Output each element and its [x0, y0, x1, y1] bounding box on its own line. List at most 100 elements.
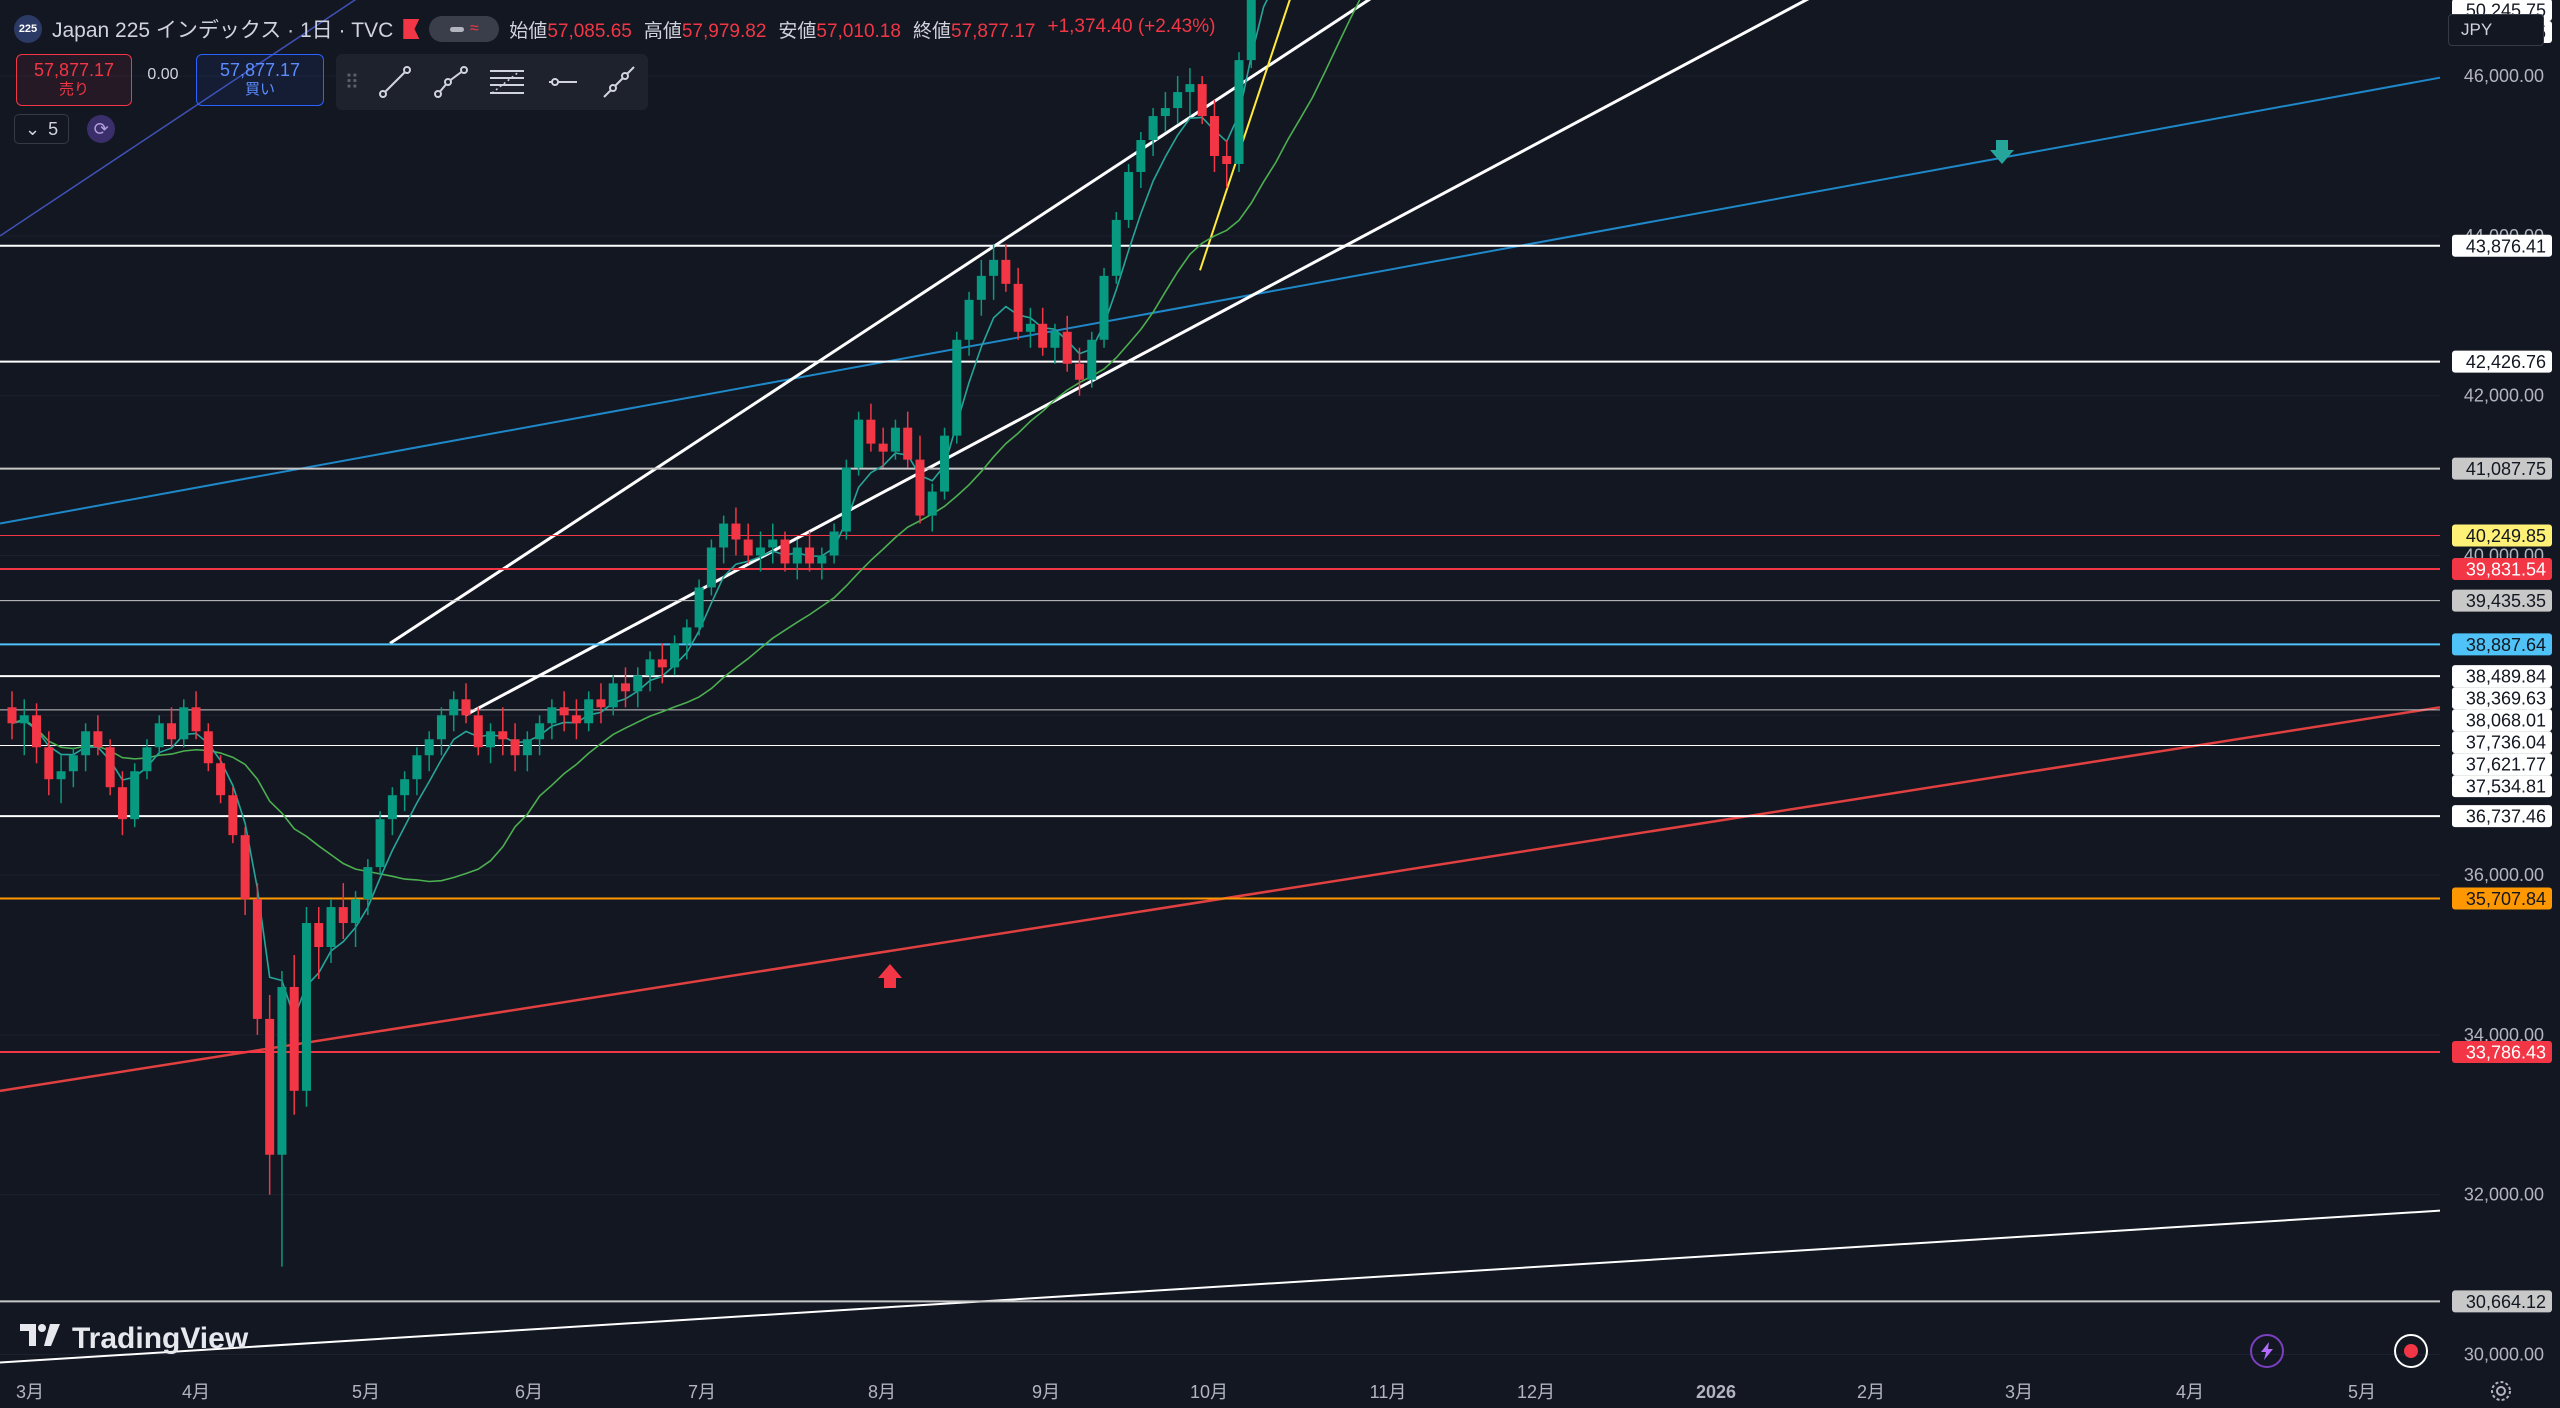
candle [547, 707, 557, 724]
market-status-pill[interactable]: ≈ [429, 16, 500, 42]
candle [854, 419, 864, 468]
price-label-box [2452, 457, 2552, 480]
price-label: 42,426.76 [2466, 352, 2546, 372]
horizontal-ray-icon[interactable] [542, 61, 584, 103]
candle [351, 899, 361, 924]
candle [989, 259, 999, 276]
candle [265, 1018, 275, 1155]
candle [682, 627, 692, 644]
candle [240, 835, 250, 900]
candle [780, 539, 790, 564]
moving-average-slow [11, 0, 1361, 883]
candle [522, 739, 532, 756]
candle [1160, 108, 1170, 117]
candle [1025, 323, 1035, 332]
trend-line [0, 76, 2441, 525]
price-label: 43,876.41 [2466, 236, 2546, 256]
candle [1001, 259, 1011, 284]
tradingview-logo[interactable]: TradingView [20, 1322, 248, 1356]
symbol-badge[interactable]: 225 [14, 15, 42, 43]
price-label: 38,489.84 [2466, 667, 2546, 687]
buy-label: 買い [244, 81, 275, 98]
refresh-icon[interactable]: ⟳ [87, 115, 116, 143]
candle [1148, 116, 1158, 141]
price-label-box [2452, 1290, 2552, 1313]
candle [535, 723, 545, 740]
candle [473, 715, 483, 748]
candle [314, 923, 324, 948]
extended-line-icon[interactable] [598, 61, 640, 103]
open-value: 57,085.65 [547, 20, 632, 42]
candle [375, 819, 385, 868]
candle [203, 731, 213, 764]
candle [56, 771, 66, 780]
price-label-box [2452, 589, 2552, 612]
candle [940, 435, 950, 492]
sell-price: 57,877.17 [33, 60, 115, 80]
candle [167, 723, 177, 740]
candle [608, 683, 618, 708]
trend-line-icon[interactable] [374, 61, 416, 103]
y-tick-label: 46,000.00 [2464, 66, 2544, 86]
price-label: 37,534.81 [2466, 777, 2546, 797]
candle [1087, 339, 1097, 380]
x-tick-label: 5月 [2348, 1382, 2376, 1402]
y-tick-label: 42,000.00 [2464, 386, 2544, 406]
price-label-box [2452, 1040, 2552, 1063]
price-label-box [2452, 687, 2552, 710]
currency-selector[interactable]: JPY [2448, 14, 2544, 46]
trend-angle-icon[interactable] [430, 61, 472, 103]
price-label-box [2452, 709, 2552, 732]
spread-value: 0.00 [147, 66, 179, 83]
candle [412, 755, 422, 780]
candle [338, 907, 348, 924]
down-arrow-marker [1990, 150, 2014, 164]
y-tick-label: 34,000.00 [2464, 1025, 2544, 1045]
price-label-box [2452, 753, 2552, 776]
price-label: 37,736.04 [2466, 733, 2546, 753]
candle [1050, 331, 1060, 348]
sell-button[interactable]: 57,877.17 売り [16, 54, 132, 106]
x-tick-label: 2026 [1696, 1382, 1736, 1402]
candle [915, 459, 925, 516]
low-value: 57,010.18 [816, 20, 901, 42]
x-tick-label: 4月 [182, 1382, 210, 1402]
candle [7, 707, 17, 724]
record-icon[interactable] [2394, 1334, 2428, 1368]
candle [363, 867, 373, 900]
x-tick-label: 10月 [1190, 1382, 1228, 1402]
flag-icon[interactable] [403, 19, 420, 39]
x-tick-label: 3月 [16, 1382, 44, 1402]
candle [424, 739, 434, 756]
x-tick-label: 2月 [1857, 1382, 1885, 1402]
fib-retracement-icon[interactable] [486, 61, 528, 103]
indicators-toggle[interactable]: ⌄ 5 [14, 114, 70, 144]
drag-handle-icon[interactable]: ⠿ [344, 71, 360, 94]
candle [964, 299, 974, 340]
candle [976, 275, 986, 300]
gear-icon[interactable] [2488, 1378, 2514, 1404]
candle [792, 547, 802, 564]
candle [1234, 60, 1244, 164]
candle [216, 763, 226, 796]
time-axis [0, 1372, 2448, 1408]
buy-button[interactable]: 57,877.17 買い [196, 54, 324, 106]
price-label-box [2452, 557, 2552, 580]
candle [289, 986, 299, 1091]
price-label: 38,369.63 [2466, 689, 2546, 709]
symbol-title[interactable]: Japan 225 インデックス · 1日 · TVC [52, 19, 394, 42]
candle [154, 723, 164, 748]
candle [829, 531, 839, 556]
trend-line [0, 1209, 2441, 1364]
price-label: 39,831.54 [2466, 559, 2546, 579]
candle [927, 491, 937, 516]
price-label-box [2452, 775, 2552, 798]
x-tick-label: 6月 [515, 1382, 543, 1402]
lightning-icon[interactable] [2250, 1334, 2284, 1368]
candle [596, 699, 606, 708]
candle [657, 659, 667, 668]
candle [44, 747, 54, 780]
candle [461, 699, 471, 716]
candle [768, 539, 778, 548]
